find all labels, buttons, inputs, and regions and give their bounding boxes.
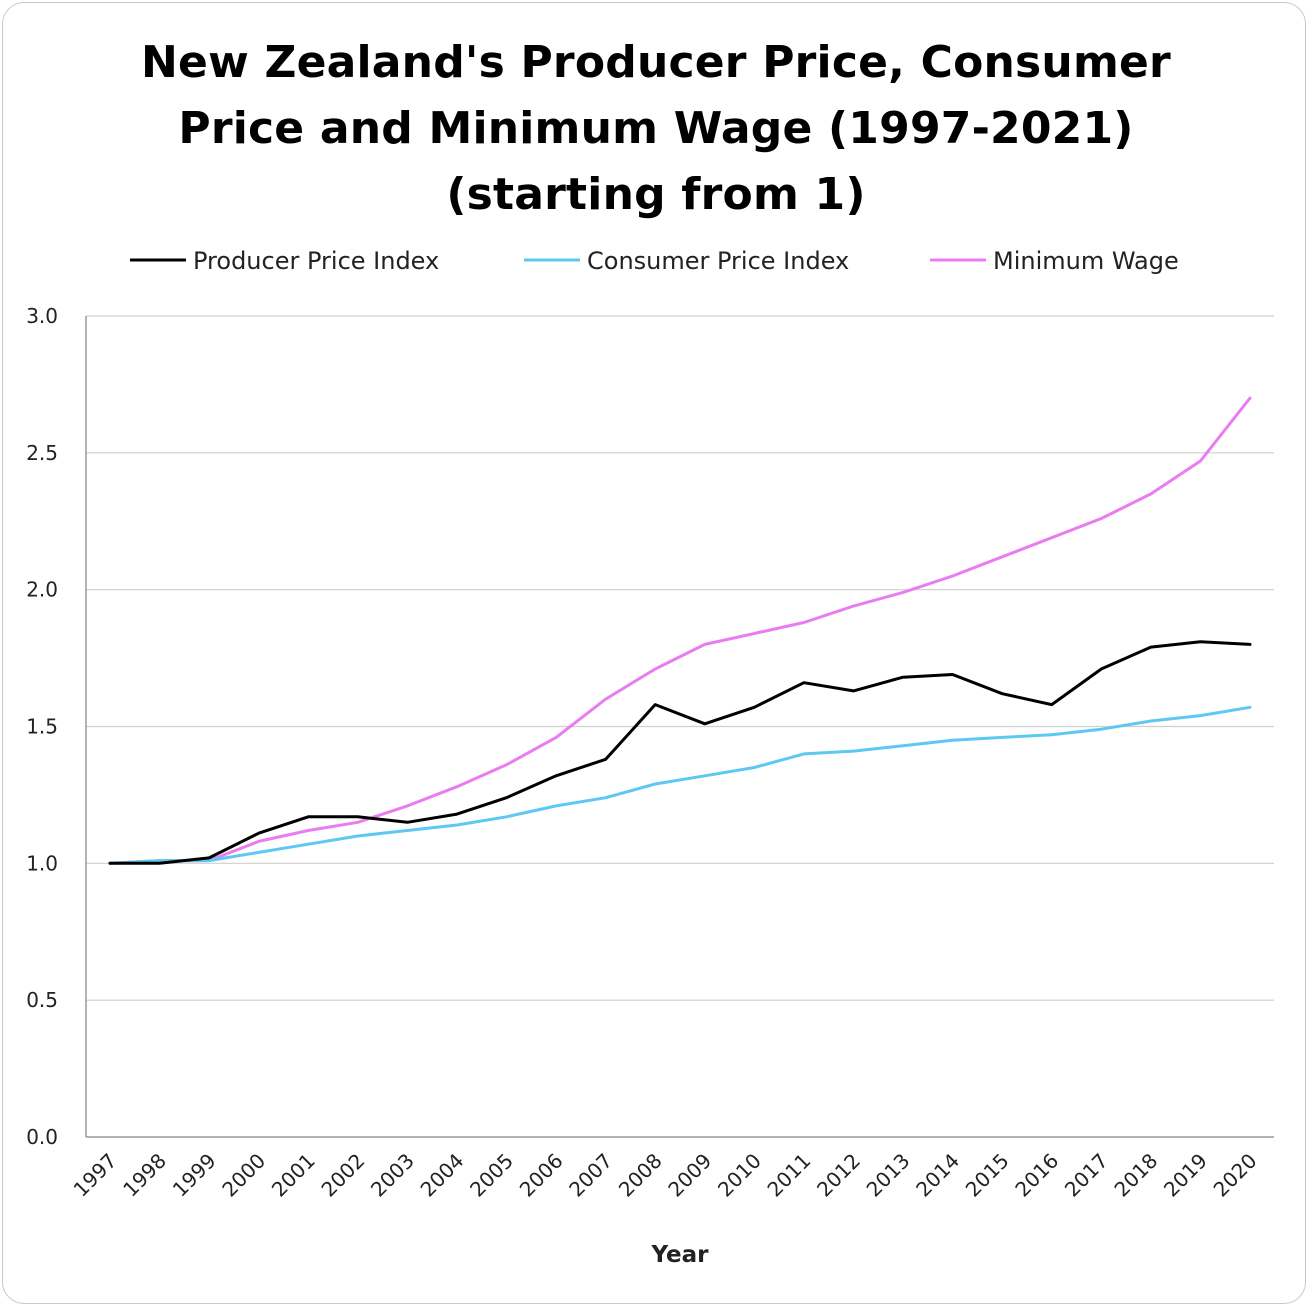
series-line-consumer-price-index <box>108 705 1252 865</box>
legend-label: Minimum Wage <box>993 247 1179 275</box>
x-tick-label: 2014 <box>911 1149 964 1202</box>
x-axis-title: Year <box>650 1242 709 1268</box>
chart-title: New Zealand's Producer Price, Consumer P… <box>0 30 1312 228</box>
y-axis: 0.0 0.5 1.0 1.5 2.0 2.5 3.0 <box>26 304 58 1149</box>
x-tick-label: 2008 <box>614 1149 667 1202</box>
x-tick-label: 2003 <box>366 1149 419 1202</box>
x-tick-label: 2017 <box>1060 1149 1113 1202</box>
x-axis: 1997199819992000200120022003200420052006… <box>69 1149 1262 1202</box>
legend-label: Producer Price Index <box>193 247 439 275</box>
gridlines <box>85 315 1274 1138</box>
x-tick-label: 2002 <box>316 1149 369 1202</box>
x-tick-label: 2006 <box>515 1149 568 1202</box>
x-tick-label: 2004 <box>416 1149 469 1202</box>
x-tick-label: 2000 <box>217 1149 270 1202</box>
x-tick-label: 2012 <box>812 1149 865 1202</box>
legend-label: Consumer Price Index <box>587 247 849 275</box>
chart-title-line-3: (starting from 1) <box>446 169 866 220</box>
legend-item-consumer-price-index: Consumer Price Index <box>524 247 849 275</box>
x-tick-label: 2005 <box>465 1149 518 1202</box>
x-tick-label: 1997 <box>69 1149 122 1202</box>
y-tick-label: 0.5 <box>26 988 58 1012</box>
series-line-producer-price-index <box>108 640 1252 865</box>
x-tick-label: 2011 <box>762 1149 815 1202</box>
x-tick-label: 2018 <box>1109 1149 1162 1202</box>
x-tick-label: 1999 <box>168 1149 221 1202</box>
y-tick-label: 1.0 <box>26 851 58 875</box>
y-tick-label: 2.0 <box>26 578 58 602</box>
y-tick-label: 1.5 <box>26 715 58 739</box>
x-tick-label: 2010 <box>713 1149 766 1202</box>
y-tick-label: 0.0 <box>26 1125 58 1149</box>
x-tick-label: 2015 <box>961 1149 1014 1202</box>
series-lines <box>108 396 1252 865</box>
chart-title-line-2: Price and Minimum Wage (1997-2021) <box>178 103 1134 154</box>
x-tick-label: 2009 <box>663 1149 716 1202</box>
y-tick-label: 2.5 <box>26 441 58 465</box>
y-tick-label: 3.0 <box>26 304 58 328</box>
legend-item-minimum-wage: Minimum Wage <box>930 247 1179 275</box>
x-tick-label: 2016 <box>1010 1149 1063 1202</box>
chart-title-line-1: New Zealand's Producer Price, Consumer <box>141 37 1171 88</box>
legend-item-producer-price-index: Producer Price Index <box>130 247 439 275</box>
x-tick-label: 2019 <box>1159 1149 1212 1202</box>
x-tick-label: 2001 <box>267 1149 320 1202</box>
series-line-minimum-wage <box>108 396 1252 865</box>
x-tick-label: 2020 <box>1209 1149 1262 1202</box>
x-tick-label: 2013 <box>862 1149 915 1202</box>
legend: Producer Price Index Consumer Price Index… <box>130 247 1179 275</box>
x-tick-label: 2007 <box>564 1149 617 1202</box>
x-tick-label: 1998 <box>118 1149 171 1202</box>
